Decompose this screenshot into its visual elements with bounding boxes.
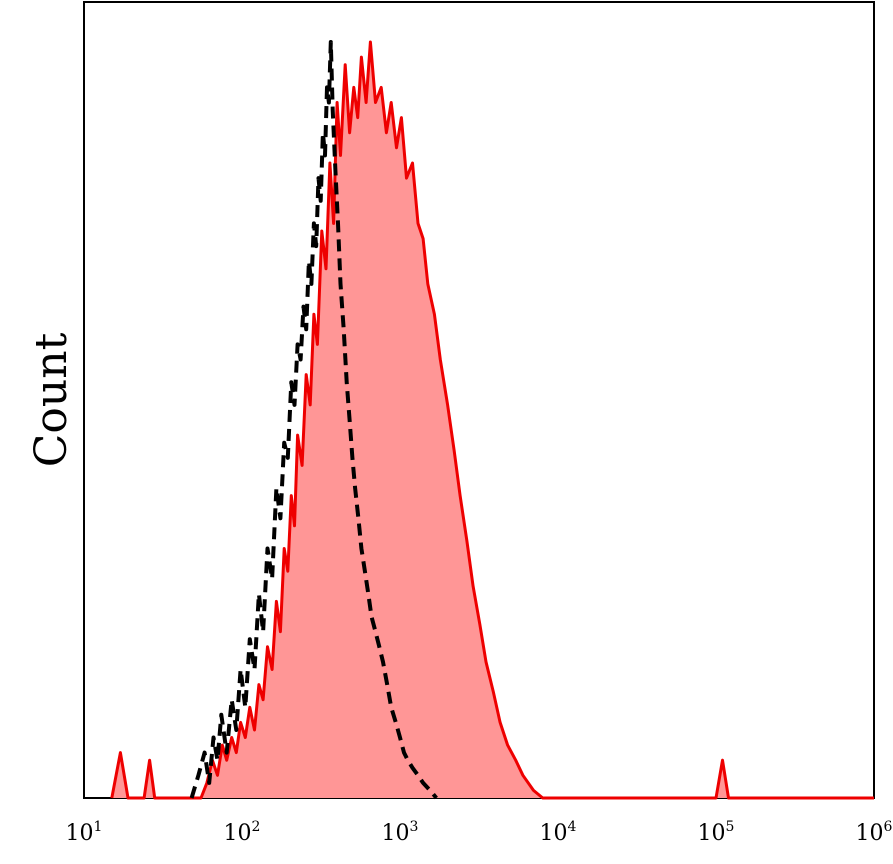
series-1-area: [111, 42, 875, 798]
x-tick-label: 102: [224, 819, 261, 846]
series-layer: [110, 40, 875, 800]
x-tick-label: 105: [698, 819, 735, 846]
x-tick-label: 103: [382, 819, 419, 846]
x-tick-label: 106: [856, 819, 893, 846]
x-tick-label: 104: [540, 819, 577, 846]
x-tick-label: 101: [66, 819, 103, 846]
x-axis-ticks: 101 102 103 104 105 106: [66, 819, 893, 846]
y-axis-label: Count: [26, 332, 77, 467]
series-1-line: [110, 40, 874, 800]
series-0-line: [189, 40, 438, 800]
